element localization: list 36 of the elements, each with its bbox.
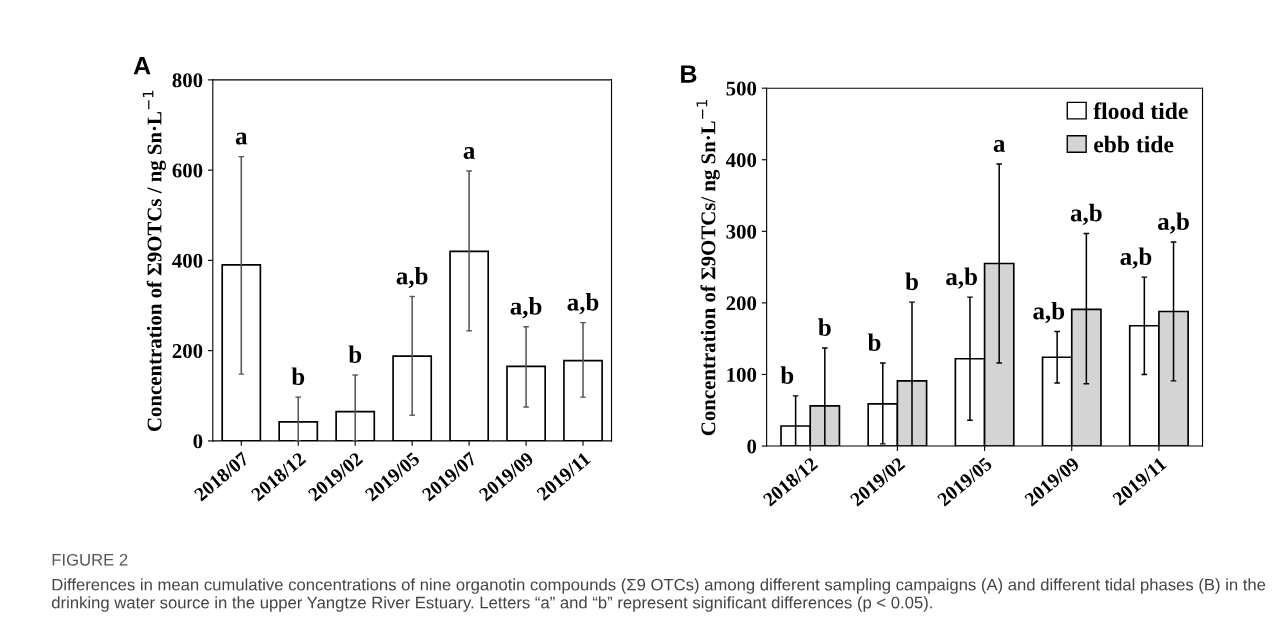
text: Differences in mean cumulative concentrations of nine organotin compounds (Σ9 OTCs) among different sampling campaigns (A) and different tidal phases (B) in the drinking water source in the upper Yangtze River Estuary. Letters “a” and “b” represent significant differences (p < 0.05). <box>51 578 1266 612</box>
annotation: a,b <box>396 266 428 289</box>
annotation: b <box>348 345 362 363</box>
annotation: a <box>993 140 1006 153</box>
legend-label: ebb tide <box>1094 135 1174 153</box>
y-axis-title: Concentration of Σ9OTCs / ng Sn·L$^{−1}$ <box>142 90 166 432</box>
y-tick-label: 200 <box>172 344 203 359</box>
annotation: a <box>235 132 248 145</box>
annotation: a <box>463 147 475 160</box>
annotation: a,b <box>510 297 542 319</box>
annotation: a,b <box>1070 203 1102 226</box>
annotation: a,b <box>567 293 599 315</box>
y-axis-title: Concentration of Σ9OTCs/ ng Sn·L$^{−1}$ <box>696 100 720 436</box>
chart-title: B <box>681 65 697 83</box>
annotation: a,b <box>1033 301 1065 324</box>
y-tick-label: 500 <box>726 81 757 96</box>
y-tick-label: 0 <box>747 439 757 454</box>
annotation: b <box>905 272 918 291</box>
y-tick-label: 200 <box>726 296 757 311</box>
annotation: b <box>818 318 831 336</box>
y-tick-label: 300 <box>726 224 757 239</box>
annotation: a,b <box>1120 247 1152 269</box>
y-tick-label: 400 <box>172 253 203 268</box>
caption: FIGURE 2 <box>52 553 128 566</box>
y-tick-label: 100 <box>727 367 757 382</box>
annotation: b <box>780 366 794 384</box>
annotation: a,b <box>1158 212 1189 234</box>
y-tick-label: 800 <box>172 73 203 88</box>
annotation: b <box>291 367 305 386</box>
y-tick-label: 600 <box>172 163 203 178</box>
chart-title: A <box>133 57 151 75</box>
y-tick-label: 400 <box>725 153 757 168</box>
legend-label: flood tide <box>1093 102 1188 120</box>
y-tick-label: 0 <box>193 434 203 449</box>
annotation: a,b <box>946 267 977 289</box>
annotation: b <box>867 333 881 351</box>
